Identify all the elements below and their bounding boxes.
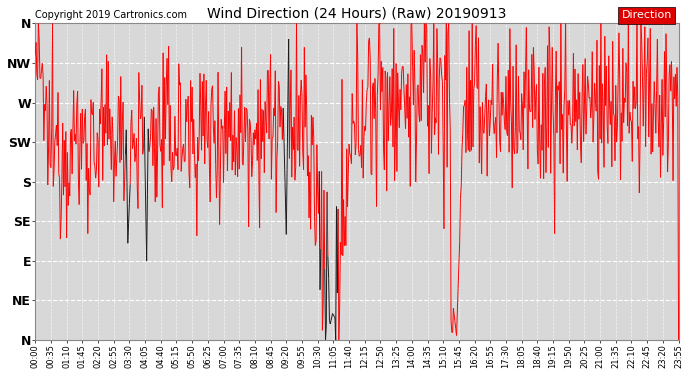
Title: Wind Direction (24 Hours) (Raw) 20190913: Wind Direction (24 Hours) (Raw) 20190913 (207, 7, 506, 21)
Text: Copyright 2019 Cartronics.com: Copyright 2019 Cartronics.com (35, 10, 187, 20)
Text: Direction: Direction (622, 10, 672, 20)
